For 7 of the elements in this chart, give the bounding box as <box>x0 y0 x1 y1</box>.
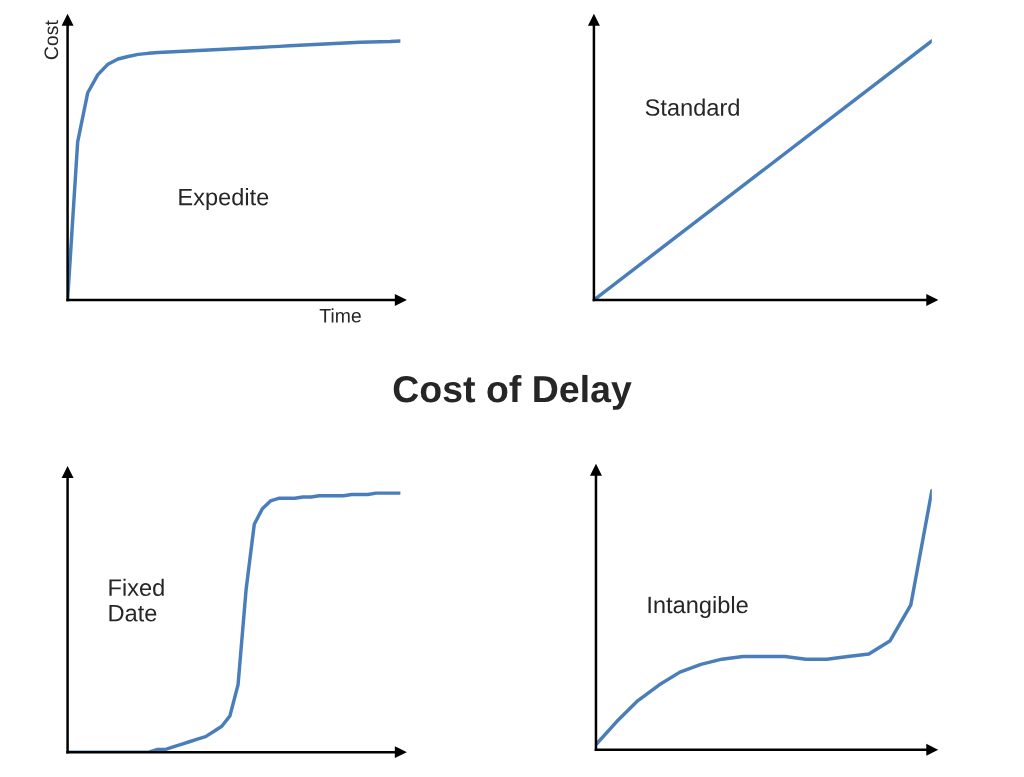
text: Cost of Delay <box>393 374 632 410</box>
x-axis-title: Time <box>319 308 361 323</box>
annotation: Fixed Date <box>109 578 164 622</box>
y-axis-title: Cost <box>44 20 59 60</box>
annotation: Intangible <box>648 595 748 618</box>
annotation: Standard <box>645 98 739 116</box>
annotation: Expedite <box>179 188 269 211</box>
